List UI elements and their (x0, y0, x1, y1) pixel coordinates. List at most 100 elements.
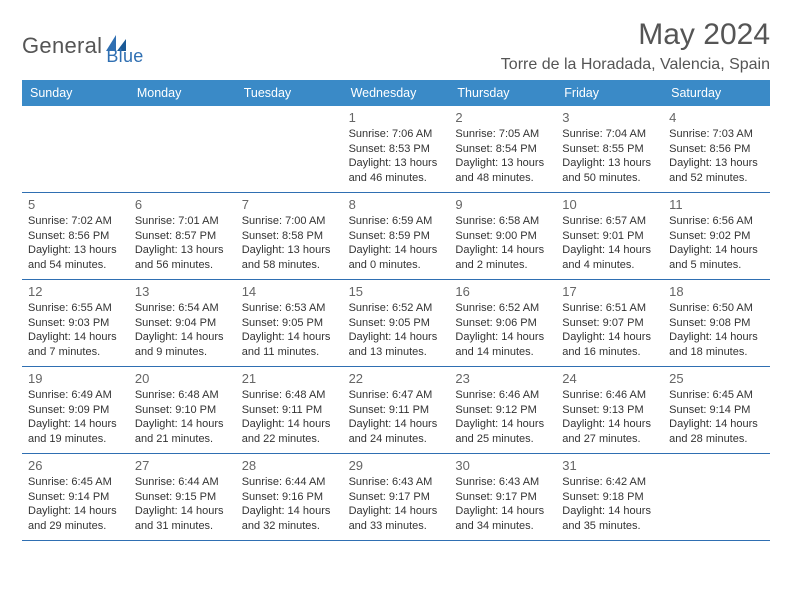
logo-text-blue: Blue (106, 46, 143, 66)
calendar-cell: 16Sunrise: 6:52 AMSunset: 9:06 PMDayligh… (449, 280, 556, 366)
day-number: 14 (242, 284, 337, 299)
day-info: Sunrise: 6:52 AMSunset: 9:05 PMDaylight:… (349, 301, 444, 359)
calendar-cell (22, 106, 129, 192)
title-block: May 2024 Torre de la Horadada, Valencia,… (501, 18, 770, 74)
calendar-cell: 4 Sunrise: 7:03 AMSunset: 8:56 PMDaylight… (663, 106, 770, 192)
calendar-cell: 28 Sunrise: 6:44 AMSunset: 9:16 PMDayligh… (236, 454, 343, 540)
calendar-cell: 19Sunrise: 6:49 AMSunset: 9:09 PMDayligh… (22, 367, 129, 453)
logo-text-left: General (22, 33, 102, 58)
day-number: 9 (455, 197, 550, 212)
day-info: Sunrise: 6:57 AMSunset: 9:01 PMDaylight:… (562, 214, 657, 272)
calendar-week: 1 Sunrise: 7:06 AMSunset: 8:53 PMDaylight… (22, 106, 770, 193)
calendar-week: 5 Sunrise: 7:02 AMSunset: 8:56 PMDaylight… (22, 193, 770, 280)
calendar-cell: 5 Sunrise: 7:02 AMSunset: 8:56 PMDaylight… (22, 193, 129, 279)
day-info: Sunrise: 6:52 AMSunset: 9:06 PMDaylight:… (455, 301, 550, 359)
day-info: Sunrise: 6:59 AMSunset: 8:59 PMDaylight:… (349, 214, 444, 272)
logo-text: General (22, 33, 102, 59)
calendar-cell: 29 Sunrise: 6:43 AMSunset: 9:17 PMDayligh… (343, 454, 450, 540)
day-number: 17 (562, 284, 657, 299)
calendar-cell: 18Sunrise: 6:50 AMSunset: 9:08 PMDayligh… (663, 280, 770, 366)
calendar-cell: 13Sunrise: 6:54 AMSunset: 9:04 PMDayligh… (129, 280, 236, 366)
day-info: Sunrise: 6:48 AMSunset: 9:11 PMDaylight:… (242, 388, 337, 446)
calendar-cell: 17 Sunrise: 6:51 AMSunset: 9:07 PMDayligh… (556, 280, 663, 366)
calendar-cell: 10 Sunrise: 6:57 AMSunset: 9:01 PMDayligh… (556, 193, 663, 279)
day-info: Sunrise: 6:43 AMSunset: 9:17 PMDaylight:… (455, 475, 550, 533)
day-info: Sunrise: 7:02 AMSunset: 8:56 PMDaylight:… (28, 214, 123, 272)
day-info: Sunrise: 6:48 AMSunset: 9:10 PMDaylight:… (135, 388, 230, 446)
calendar-cell: 1 Sunrise: 7:06 AMSunset: 8:53 PMDaylight… (343, 106, 450, 192)
calendar-cell: 31 Sunrise: 6:42 AMSunset: 9:18 PMDayligh… (556, 454, 663, 540)
calendar-cell: 24 Sunrise: 6:46 AMSunset: 9:13 PMDayligh… (556, 367, 663, 453)
calendar-cell: 11 Sunrise: 6:56 AMSunset: 9:02 PMDayligh… (663, 193, 770, 279)
day-info: Sunrise: 7:06 AMSunset: 8:53 PMDaylight:… (349, 127, 444, 185)
day-info: Sunrise: 6:58 AMSunset: 9:00 PMDaylight:… (455, 214, 550, 272)
calendar-cell (236, 106, 343, 192)
day-number: 29 (349, 458, 444, 473)
calendar-cell: 23Sunrise: 6:46 AMSunset: 9:12 PMDayligh… (449, 367, 556, 453)
day-number: 25 (669, 371, 764, 386)
day-info: Sunrise: 6:44 AMSunset: 9:16 PMDaylight:… (242, 475, 337, 533)
calendar-cell (663, 454, 770, 540)
day-number: 22 (349, 371, 444, 386)
dow-sunday: Sunday (22, 80, 129, 106)
calendar-cell: 22 Sunrise: 6:47 AMSunset: 9:11 PMDayligh… (343, 367, 450, 453)
logo: General Blue (22, 24, 144, 67)
day-number: 30 (455, 458, 550, 473)
day-number: 24 (562, 371, 657, 386)
day-number: 6 (135, 197, 230, 212)
day-info: Sunrise: 6:43 AMSunset: 9:17 PMDaylight:… (349, 475, 444, 533)
calendar-cell: 6 Sunrise: 7:01 AMSunset: 8:57 PMDaylight… (129, 193, 236, 279)
day-number: 11 (669, 197, 764, 212)
dow-thursday: Thursday (449, 80, 556, 106)
day-number: 13 (135, 284, 230, 299)
day-number: 26 (28, 458, 123, 473)
day-info: Sunrise: 6:42 AMSunset: 9:18 PMDaylight:… (562, 475, 657, 533)
day-number: 3 (562, 110, 657, 125)
day-info: Sunrise: 7:05 AMSunset: 8:54 PMDaylight:… (455, 127, 550, 185)
calendar-cell: 15 Sunrise: 6:52 AMSunset: 9:05 PMDayligh… (343, 280, 450, 366)
day-number: 19 (28, 371, 123, 386)
day-number: 5 (28, 197, 123, 212)
calendar-cell: 8Sunrise: 6:59 AMSunset: 8:59 PMDaylight… (343, 193, 450, 279)
calendar-week: 26 Sunrise: 6:45 AMSunset: 9:14 PMDayligh… (22, 454, 770, 541)
day-number: 21 (242, 371, 337, 386)
calendar-cell: 9 Sunrise: 6:58 AMSunset: 9:00 PMDaylight… (449, 193, 556, 279)
day-number: 27 (135, 458, 230, 473)
day-info: Sunrise: 6:56 AMSunset: 9:02 PMDaylight:… (669, 214, 764, 272)
day-number: 31 (562, 458, 657, 473)
day-number: 2 (455, 110, 550, 125)
dow-tuesday: Tuesday (236, 80, 343, 106)
calendar-cell: 20 Sunrise: 6:48 AMSunset: 9:10 PMDayligh… (129, 367, 236, 453)
calendar-page: General Blue May 2024 Torre de la Horada… (0, 0, 792, 612)
calendar-cell: 2 Sunrise: 7:05 AMSunset: 8:54 PMDaylight… (449, 106, 556, 192)
day-info: Sunrise: 6:50 AMSunset: 9:08 PMDaylight:… (669, 301, 764, 359)
weekday-header: Sunday Monday Tuesday Wednesday Thursday… (22, 80, 770, 106)
day-number: 20 (135, 371, 230, 386)
day-info: Sunrise: 6:46 AMSunset: 9:13 PMDaylight:… (562, 388, 657, 446)
day-number: 23 (455, 371, 550, 386)
day-info: Sunrise: 6:53 AMSunset: 9:05 PMDaylight:… (242, 301, 337, 359)
calendar-cell: 30 Sunrise: 6:43 AMSunset: 9:17 PMDayligh… (449, 454, 556, 540)
weeks-container: 1 Sunrise: 7:06 AMSunset: 8:53 PMDaylight… (22, 106, 770, 541)
dow-monday: Monday (129, 80, 236, 106)
day-number: 15 (349, 284, 444, 299)
day-info: Sunrise: 6:47 AMSunset: 9:11 PMDaylight:… (349, 388, 444, 446)
month-title: May 2024 (501, 18, 770, 52)
day-info: Sunrise: 7:00 AMSunset: 8:58 PMDaylight:… (242, 214, 337, 272)
day-number: 4 (669, 110, 764, 125)
calendar-cell: 14 Sunrise: 6:53 AMSunset: 9:05 PMDayligh… (236, 280, 343, 366)
dow-friday: Friday (556, 80, 663, 106)
day-info: Sunrise: 7:01 AMSunset: 8:57 PMDaylight:… (135, 214, 230, 272)
day-info: Sunrise: 7:03 AMSunset: 8:56 PMDaylight:… (669, 127, 764, 185)
day-number: 10 (562, 197, 657, 212)
calendar-cell: 12Sunrise: 6:55 AMSunset: 9:03 PMDayligh… (22, 280, 129, 366)
day-info: Sunrise: 6:45 AMSunset: 9:14 PMDaylight:… (28, 475, 123, 533)
calendar-cell: 21 Sunrise: 6:48 AMSunset: 9:11 PMDayligh… (236, 367, 343, 453)
dow-saturday: Saturday (663, 80, 770, 106)
calendar-cell: 27Sunrise: 6:44 AMSunset: 9:15 PMDayligh… (129, 454, 236, 540)
header: General Blue May 2024 Torre de la Horada… (22, 18, 770, 74)
day-info: Sunrise: 6:51 AMSunset: 9:07 PMDaylight:… (562, 301, 657, 359)
day-number: 28 (242, 458, 337, 473)
calendar-week: 19Sunrise: 6:49 AMSunset: 9:09 PMDayligh… (22, 367, 770, 454)
day-number: 1 (349, 110, 444, 125)
